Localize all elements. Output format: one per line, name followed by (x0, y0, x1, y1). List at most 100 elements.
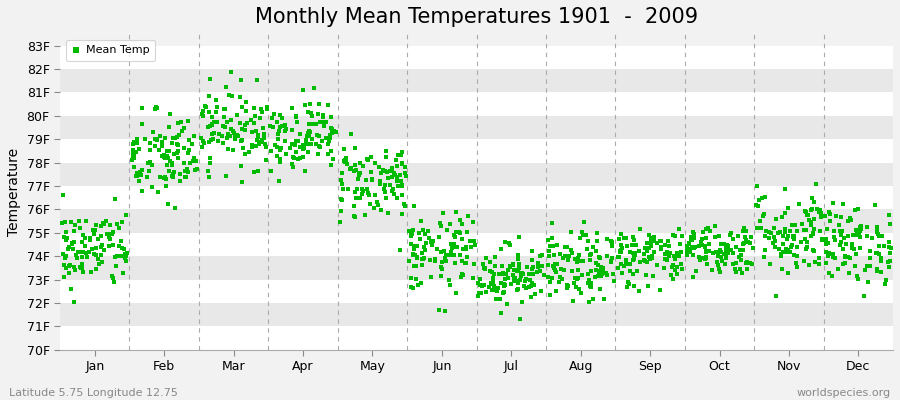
Mean Temp (575, 228, 590, 235)
Mean Temp (629, 268, 643, 274)
Mean Temp (615, 270, 629, 276)
Mean Temp (681, 246, 696, 252)
Mean Temp (834, 239, 849, 246)
Mean Temp (499, 271, 513, 277)
Mean Temp (832, 242, 847, 248)
Mean Temp (448, 209, 463, 216)
Mean Temp (390, 175, 404, 181)
Mean Temp (688, 268, 703, 274)
Mean Temp (514, 272, 528, 279)
Mean Temp (94, 259, 109, 266)
Mean Temp (158, 174, 172, 181)
Mean Temp (112, 242, 126, 249)
Mean Temp (662, 253, 676, 259)
Mean Temp (296, 154, 310, 160)
Mean Temp (324, 114, 338, 120)
Mean Temp (646, 235, 661, 241)
Mean Temp (524, 294, 538, 300)
Mean Temp (514, 270, 528, 277)
Mean Temp (212, 137, 226, 144)
Mean Temp (675, 233, 689, 240)
Mean Temp (584, 280, 598, 286)
Mean Temp (623, 260, 637, 267)
Mean Temp (175, 119, 189, 125)
Mean Temp (157, 154, 171, 160)
Mean Temp (428, 258, 442, 264)
Mean Temp (653, 287, 668, 293)
Mean Temp (106, 279, 121, 286)
Mean Temp (272, 178, 286, 184)
Mean Temp (381, 175, 395, 181)
Mean Temp (235, 136, 249, 143)
Mean Temp (683, 248, 698, 254)
Mean Temp (525, 282, 539, 289)
Mean Temp (642, 254, 656, 260)
Mean Temp (243, 117, 257, 123)
Mean Temp (378, 148, 392, 154)
Mean Temp (795, 220, 809, 227)
Mean Temp (182, 137, 196, 144)
Mean Temp (496, 290, 510, 296)
Title: Monthly Mean Temperatures 1901  -  2009: Monthly Mean Temperatures 1901 - 2009 (255, 7, 698, 27)
Mean Temp (433, 219, 447, 226)
Mean Temp (504, 281, 518, 288)
Mean Temp (522, 270, 536, 277)
Mean Temp (544, 274, 559, 281)
Mean Temp (227, 129, 241, 136)
Mean Temp (119, 253, 133, 260)
Mean Temp (325, 126, 339, 132)
Mean Temp (568, 256, 582, 262)
Mean Temp (65, 240, 79, 246)
Mean Temp (395, 160, 410, 167)
Mean Temp (437, 254, 452, 261)
Mean Temp (853, 228, 868, 234)
Mean Temp (350, 186, 365, 192)
Mean Temp (627, 256, 642, 262)
Mean Temp (69, 255, 84, 261)
Mean Temp (741, 239, 755, 245)
Mean Temp (819, 236, 833, 242)
Mean Temp (249, 142, 264, 149)
Mean Temp (869, 226, 884, 233)
Mean Temp (699, 254, 714, 261)
Mean Temp (560, 282, 574, 288)
Mean Temp (542, 248, 556, 254)
Mean Temp (364, 169, 378, 175)
Mean Temp (406, 227, 420, 233)
Mean Temp (130, 173, 145, 179)
Mean Temp (843, 217, 858, 223)
Mean Temp (549, 268, 563, 275)
Mean Temp (780, 248, 795, 255)
Mean Temp (173, 178, 187, 184)
Mean Temp (493, 245, 508, 252)
Mean Temp (145, 184, 159, 190)
Mean Temp (599, 270, 614, 276)
Mean Temp (868, 202, 882, 208)
Mean Temp (596, 264, 610, 271)
Mean Temp (313, 119, 328, 125)
Mean Temp (508, 278, 523, 285)
Mean Temp (228, 132, 242, 138)
Mean Temp (528, 290, 543, 297)
Mean Temp (818, 213, 832, 220)
Mean Temp (819, 226, 833, 232)
Mean Temp (364, 154, 378, 160)
Mean Temp (265, 115, 279, 121)
Mean Temp (387, 170, 401, 176)
Mean Temp (76, 249, 90, 256)
Mean Temp (653, 237, 668, 244)
Mean Temp (423, 257, 437, 263)
Bar (60, 186, 893, 209)
Mean Temp (714, 240, 728, 247)
Mean Temp (380, 168, 394, 175)
Mean Temp (204, 131, 219, 137)
Mean Temp (444, 249, 458, 256)
Mean Temp (819, 238, 833, 244)
Mean Temp (605, 243, 619, 249)
Mean Temp (554, 276, 569, 282)
Mean Temp (581, 299, 596, 306)
Mean Temp (184, 140, 199, 147)
Mean Temp (541, 236, 555, 243)
Mean Temp (653, 244, 668, 250)
Mean Temp (501, 240, 516, 246)
